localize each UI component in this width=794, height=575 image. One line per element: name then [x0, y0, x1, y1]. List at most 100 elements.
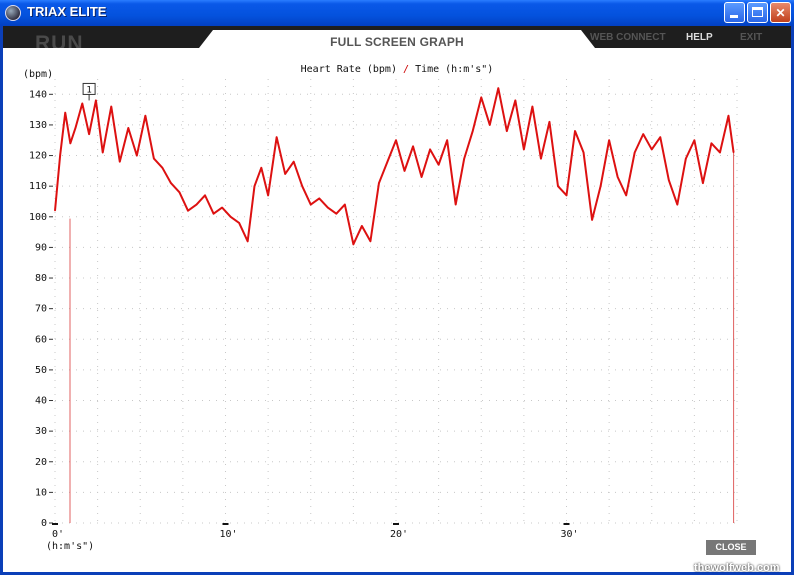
heart-rate-point: [301, 185, 303, 187]
heart-rate-point: [693, 139, 695, 141]
heart-rate-point: [178, 191, 181, 193]
x-tick-label: 20': [390, 529, 408, 540]
help-link[interactable]: HELP: [686, 32, 713, 43]
heart-rate-point: [260, 167, 262, 169]
web-connect-link[interactable]: WEB CONNECT: [590, 32, 666, 43]
heart-rate-point: [651, 148, 653, 151]
minimize-button[interactable]: [724, 2, 745, 23]
heart-rate-point: [127, 127, 129, 129]
graph-title-x: Time (h:m's"): [415, 64, 494, 75]
app-icon: [5, 5, 21, 21]
heart-rate-point: [668, 179, 670, 181]
y-tick-label: 70: [35, 304, 47, 315]
heart-rate-point: [54, 210, 56, 212]
y-tick-label: 80: [35, 273, 47, 284]
heart-rate-point: [253, 185, 256, 187]
x-tick-mark: [563, 523, 570, 525]
heart-rate-point: [59, 154, 61, 157]
heart-rate-point: [344, 203, 346, 206]
heart-rate-point: [727, 115, 730, 117]
maximize-icon: [752, 7, 763, 17]
heart-rate-point: [136, 154, 138, 157]
heart-rate-point: [64, 112, 66, 114]
heart-rate-point: [732, 151, 735, 154]
heart-rate-point: [659, 136, 661, 138]
top-toolbar: RUN FULL SCREEN GRAPH WEB CONNECT HELP E…: [3, 26, 791, 49]
heart-rate-point: [531, 105, 534, 108]
y-tick-label: 40: [35, 396, 47, 407]
heart-rate-point: [230, 216, 232, 218]
y-tick-label: 0: [41, 518, 47, 529]
heart-rate-point: [480, 96, 482, 98]
heart-rate-point: [327, 207, 329, 209]
heart-rate-point: [685, 158, 687, 160]
heart-rate-point: [221, 207, 223, 209]
heart-rate-point: [438, 164, 440, 166]
heart-rate-point: [600, 185, 602, 187]
x-tick-mark: [222, 523, 229, 525]
heart-rate-point: [187, 210, 189, 212]
heart-rate-point: [144, 115, 146, 117]
maximize-button[interactable]: [747, 2, 768, 23]
tab-title: FULL SCREEN GRAPH: [330, 35, 464, 49]
heart-rate-point: [557, 185, 559, 187]
x-tick-mark: [393, 523, 399, 525]
heart-rate-point: [81, 102, 83, 105]
y-axis-unit: (bpm): [23, 69, 54, 80]
graph-title-y: Heart Rate (bpm): [300, 64, 397, 75]
heart-rate-point: [489, 124, 491, 126]
x-tick-mark: [52, 523, 58, 525]
window-close-button[interactable]: ✕: [770, 2, 791, 23]
x-tick-label: 30': [560, 529, 578, 540]
heart-rate-point: [386, 161, 389, 163]
y-tick-label: 50: [35, 365, 47, 376]
heart-rate-point: [95, 99, 97, 102]
y-tick-label: 120: [29, 151, 47, 162]
heart-rate-point: [110, 105, 112, 108]
heart-rate-point: [335, 213, 337, 215]
heart-rate-point: [514, 99, 516, 102]
window-title-bar[interactable]: TRIAX ELITE ✕: [0, 0, 794, 26]
heart-rate-point: [617, 176, 619, 178]
exit-link[interactable]: EXIT: [740, 32, 763, 43]
y-tick-label: 20: [35, 457, 47, 468]
x-axis-unit: (h:m's"): [46, 541, 95, 552]
heart-rate-point: [608, 139, 610, 141]
heart-rate-point: [284, 173, 286, 175]
y-tick-label: 60: [35, 334, 47, 345]
heart-rate-point: [625, 194, 627, 196]
graph-title: Heart Rate (bpm) / Time (h:m's"): [3, 64, 791, 75]
heart-rate-point: [676, 203, 678, 206]
heart-rate-point: [310, 203, 312, 206]
heart-rate-point: [153, 158, 155, 160]
heart-rate-point: [523, 148, 525, 151]
close-icon: ✕: [775, 5, 786, 20]
heart-rate-point: [293, 161, 295, 163]
heart-rate-point: [710, 142, 713, 144]
lap-marker-label: 1: [86, 85, 91, 95]
heart-rate-point: [267, 194, 269, 196]
heart-rate-point: [318, 197, 320, 200]
y-tick-label: 10: [35, 487, 47, 498]
heart-rate-point: [540, 158, 542, 160]
y-tick-label: 100: [29, 212, 47, 223]
lap-marker-box: [82, 82, 96, 95]
heart-rate-point: [238, 222, 240, 224]
minimize-icon: [730, 15, 738, 18]
x-tick-label: 0': [52, 529, 64, 540]
heart-rate-point: [361, 225, 363, 227]
heart-rate-point: [352, 243, 354, 245]
heart-rate-point: [420, 176, 423, 178]
heart-rate-point: [634, 151, 636, 154]
close-button[interactable]: CLOSE: [706, 540, 756, 555]
heart-rate-point: [170, 182, 172, 184]
heart-rate-chart: 0 10 20 30 40 50 60 70 80 90 100 110 120 130 140 0' 10' 2…: [29, 79, 738, 540]
heart-rate-point: [455, 203, 457, 206]
graph-title-separator: /: [403, 64, 410, 75]
heart-rate-point: [378, 182, 380, 184]
watermark: thewolfweb.com: [694, 562, 780, 574]
heart-rate-point: [582, 151, 585, 154]
window-title: TRIAX ELITE: [27, 4, 107, 19]
heart-rate-point: [565, 194, 568, 196]
heart-rate-point: [102, 151, 104, 154]
